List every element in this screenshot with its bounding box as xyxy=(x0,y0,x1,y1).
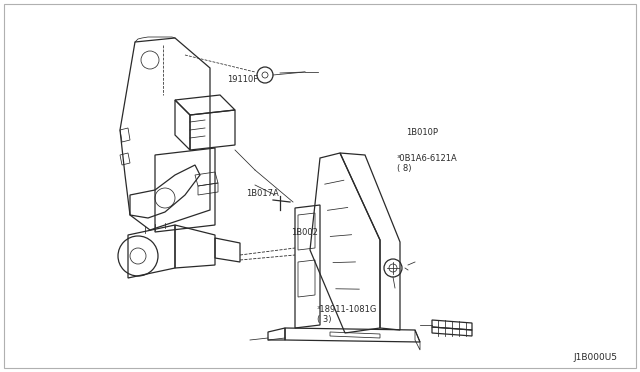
Text: 1B017A: 1B017A xyxy=(246,189,279,198)
Text: ³18911-1081G
( 3): ³18911-1081G ( 3) xyxy=(317,305,377,324)
Text: 1B002: 1B002 xyxy=(291,228,318,237)
Text: 1B010P: 1B010P xyxy=(406,128,438,137)
Text: J1B000U5: J1B000U5 xyxy=(573,353,618,362)
Text: 19110F: 19110F xyxy=(227,76,259,84)
Text: ³0B1A6-6121A
( 8): ³0B1A6-6121A ( 8) xyxy=(397,154,458,173)
